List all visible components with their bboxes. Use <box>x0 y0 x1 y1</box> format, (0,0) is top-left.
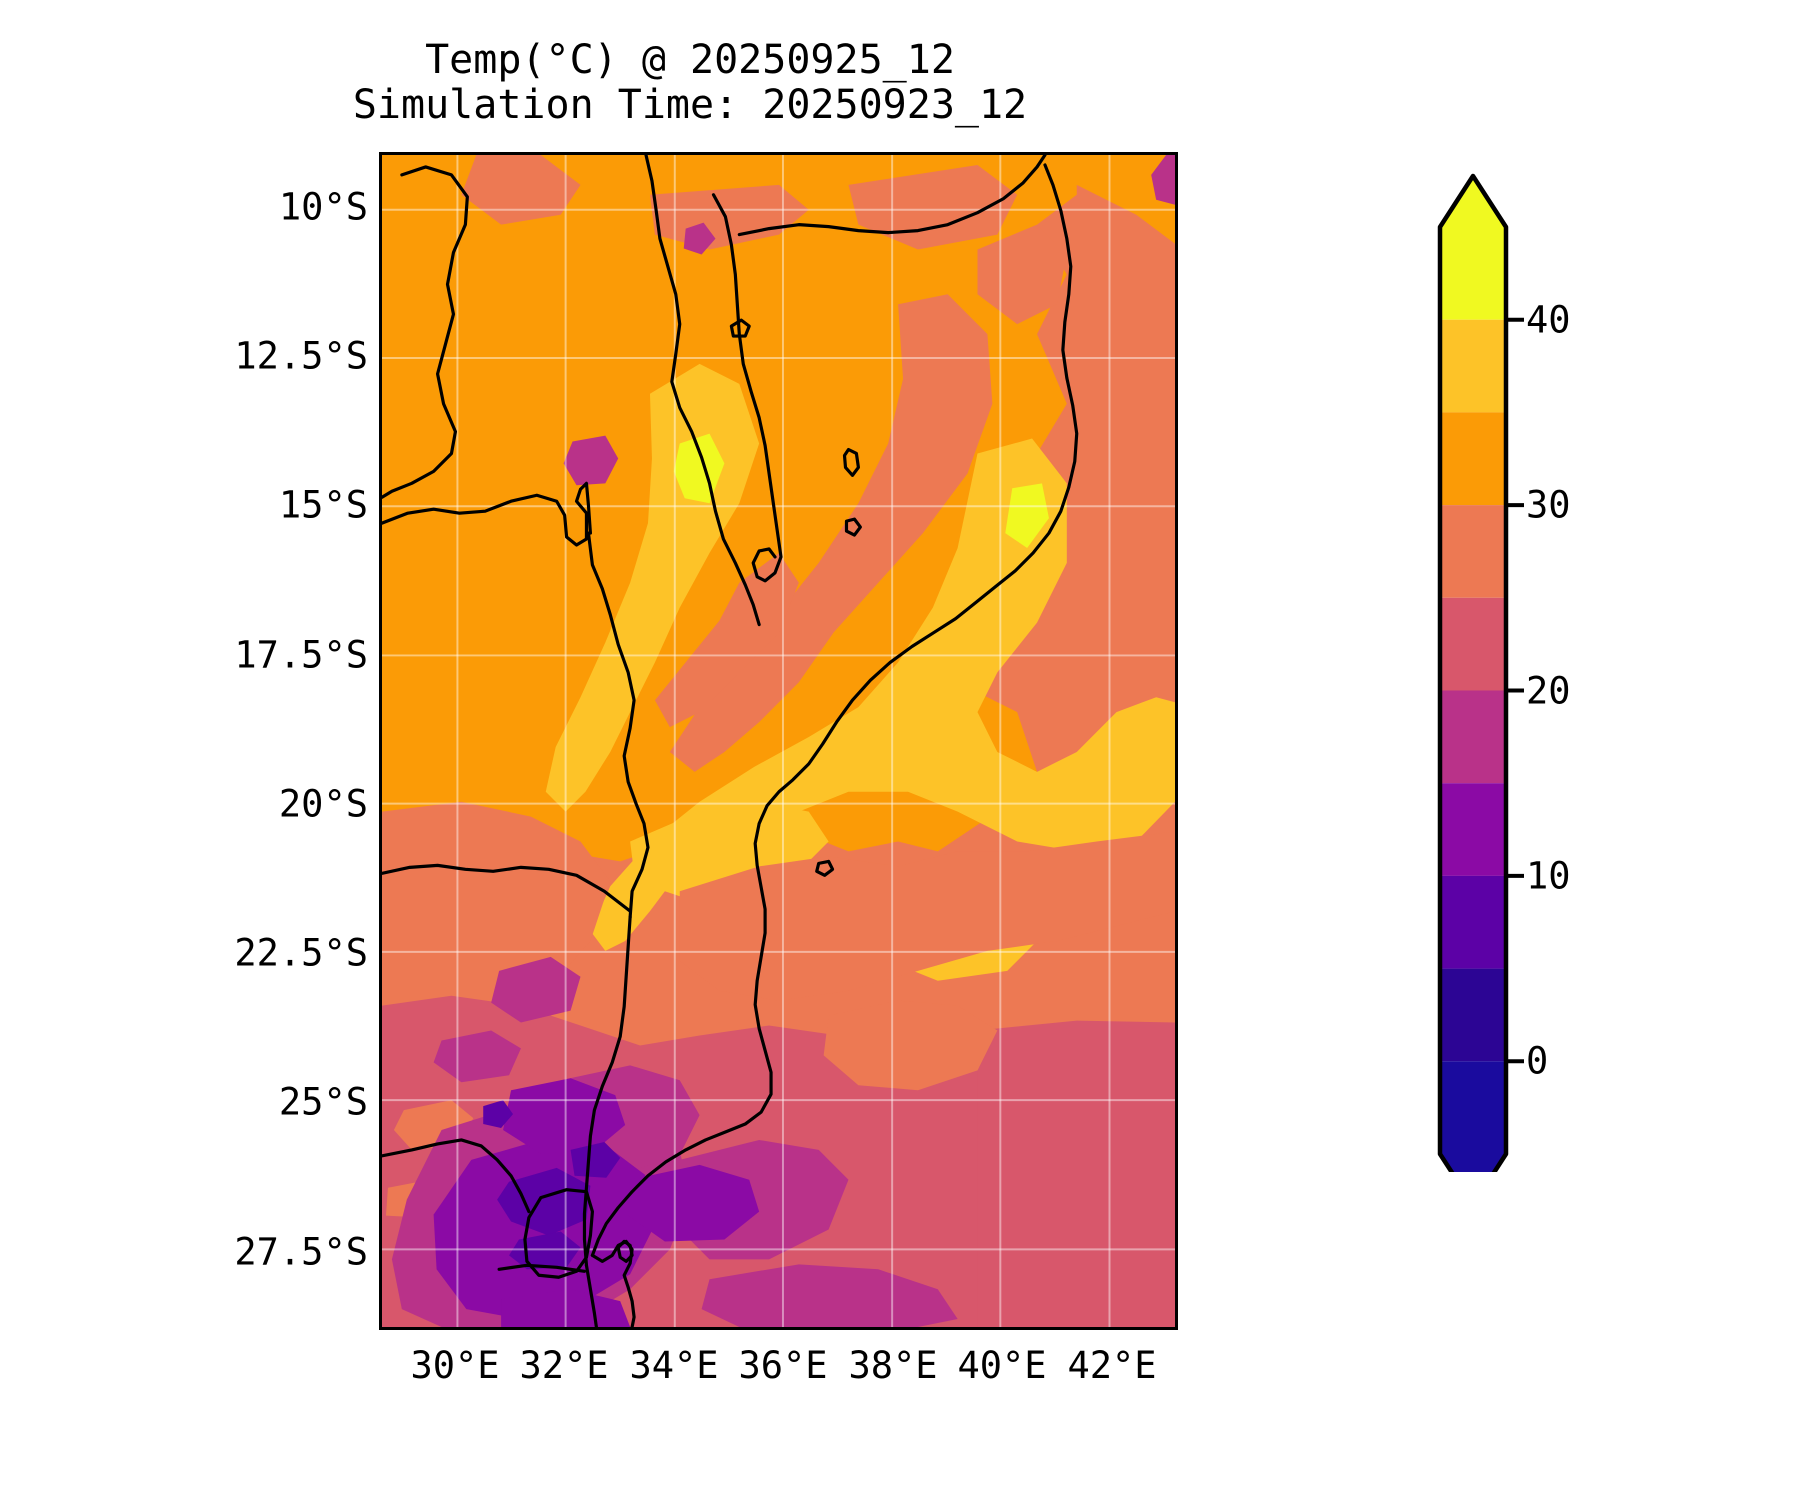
x-tick-38e: 38°E <box>848 1344 938 1387</box>
cb-band-10-15 <box>1440 875 1506 969</box>
cb-band-20-25 <box>1440 690 1506 784</box>
border-zambia-zimbabwe <box>382 481 593 547</box>
border-south-lesotho-line <box>497 1263 587 1273</box>
y-tick-10s: 10°S <box>278 185 368 229</box>
border-southafrica-mozambique <box>582 915 632 1267</box>
band-15-20-south-coast <box>701 1264 958 1327</box>
cb-label-30: 30 <box>1526 483 1571 527</box>
x-tick-36e: 36°E <box>738 1344 828 1387</box>
cb-band-40-45 <box>1440 319 1506 413</box>
border-zimbabwe-south <box>382 863 632 913</box>
band-30-35-northeast <box>1017 155 1175 244</box>
colorbar-over-arrow <box>1440 176 1506 227</box>
border-mozambique-south-inland <box>584 1263 598 1327</box>
band-25-30-patch-d <box>977 224 1067 325</box>
x-tick-34e: 34°E <box>629 1344 719 1387</box>
map-gridlines <box>382 155 1175 1327</box>
cb-label-10: 10 <box>1526 854 1571 898</box>
colorbar-svg <box>1437 173 1524 1172</box>
band-10-15-north-lobe <box>503 1078 626 1154</box>
island-c <box>815 859 835 877</box>
coastline-bay-inner <box>616 1239 634 1263</box>
y-tick-20s: 20°S <box>278 782 368 826</box>
band-5-10-spot <box>483 1100 514 1129</box>
band-5-10-core-a <box>497 1167 591 1236</box>
band-15-20-patch-high2 <box>433 1030 521 1083</box>
title-line-simulation-time: Simulation Time: 20250923_12 <box>352 81 1028 128</box>
x-tick-32e: 32°E <box>519 1344 609 1387</box>
colorbar-outline <box>1437 173 1509 1172</box>
y-axis-labels: 10°S 12.5°S 15°S 17.5°S 20°S 22.5°S 25°S… <box>0 152 368 1330</box>
band-10-15-south-tail <box>501 1289 631 1327</box>
border-zimbabwe-east <box>586 531 650 919</box>
coastline-east <box>590 163 1079 1257</box>
band-5-10-core-b <box>570 1141 621 1178</box>
x-tick-40e: 40°E <box>957 1344 1047 1387</box>
border-malawi-east <box>711 193 783 583</box>
colorbar-bands <box>1440 227 1506 1154</box>
colorbar-ticks <box>1506 317 1524 1064</box>
cb-label-0: 0 <box>1526 1039 1549 1083</box>
border-tanzania-mozambique <box>737 155 1047 237</box>
y-tick-15s: 15°S <box>278 483 368 527</box>
band-40-45-core-a <box>673 433 725 504</box>
cb-band-25-30 <box>1440 597 1506 691</box>
colorbar[interactable]: 40 30 20 10 0 <box>1418 172 1748 1172</box>
y-tick-175s: 17.5°S <box>234 633 368 677</box>
y-tick-125s: 12.5°S <box>234 334 368 378</box>
band-20-25-spot-ne <box>1151 155 1175 205</box>
cb-band-35-40 <box>1440 412 1506 506</box>
border-malawi-west <box>644 155 761 627</box>
island-b <box>844 517 862 537</box>
band-20-25-spot-inland <box>563 435 619 486</box>
border-sa-interior <box>382 1138 531 1214</box>
cb-band-15-20 <box>1440 783 1506 876</box>
island-a <box>842 447 860 477</box>
band-25-30-ridge2 <box>654 552 799 728</box>
band-10-15-east-lobe <box>628 1164 760 1242</box>
x-axis-labels: 30°E 32°E 34°E 36°E 38°E 40°E 42°E <box>379 1344 1178 1404</box>
colorbar-under-arrow <box>1440 1154 1506 1172</box>
band-40-45-core-b <box>1005 483 1049 548</box>
y-tick-225s: 22.5°S <box>234 931 368 975</box>
x-tick-30e: 30°E <box>410 1344 500 1387</box>
band-25-30-patch-a <box>461 155 581 225</box>
country-borders <box>382 155 1079 1327</box>
figure-title: Temp(°C) @ 20250925_12 Simulation Time: … <box>0 38 1380 128</box>
title-line-variable: Temp(°C) @ 20250925_12 <box>425 37 955 83</box>
band-20-25-spot-top <box>683 222 716 255</box>
border-zambia-west <box>382 165 469 499</box>
border-tanzania-interior <box>729 318 751 338</box>
cb-label-20: 20 <box>1526 669 1571 712</box>
cb-band-45-50 <box>1440 227 1506 320</box>
cb-band-0-5 <box>1440 1061 1506 1154</box>
band-25-30-patch-c <box>848 164 1018 250</box>
temperature-field-map <box>382 155 1175 1327</box>
cb-band-5-10 <box>1440 968 1506 1062</box>
band-25-30-coastal-tongue <box>823 1000 998 1091</box>
cb-band-30-35 <box>1440 505 1506 598</box>
x-tick-42e: 42°E <box>1067 1344 1157 1387</box>
cb-label-40: 40 <box>1526 298 1571 342</box>
band-25-30-east-mid <box>679 831 1175 1001</box>
band-15-20-patch-high <box>491 956 581 1023</box>
map-axes[interactable] <box>379 152 1178 1330</box>
y-tick-25s: 25°S <box>278 1080 368 1124</box>
y-tick-275s: 27.5°S <box>234 1230 368 1274</box>
band-20-25-ocean-south <box>977 1020 1175 1327</box>
